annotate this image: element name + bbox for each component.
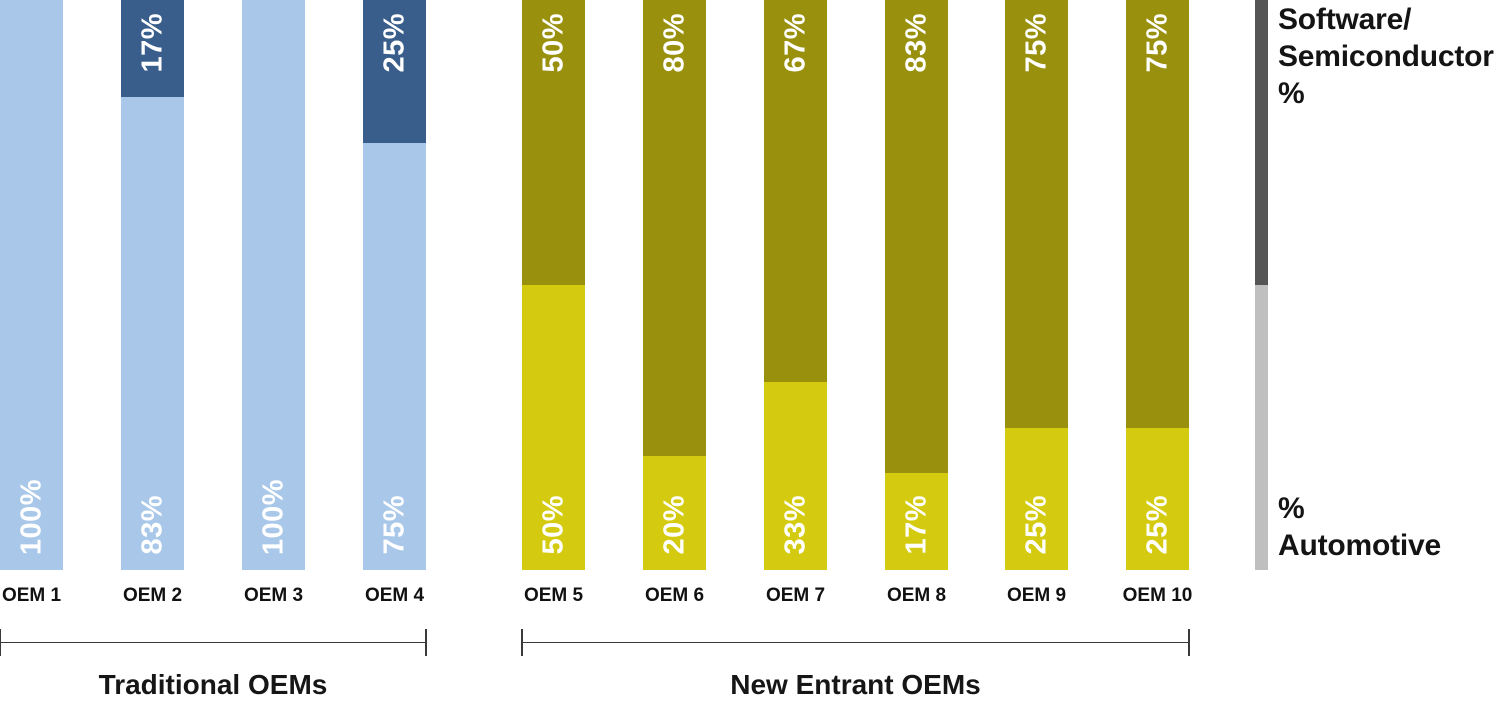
- bar-value-label-top-oem-9: 75%: [1020, 13, 1052, 73]
- category-label-oem-6: OEM 6: [644, 585, 705, 606]
- legend-label-line: Semiconductor: [1278, 40, 1494, 73]
- bar-segment-automotive-oem-7: [764, 381, 827, 570]
- bar-segment-automotive-oem-1: [0, 0, 63, 570]
- bar-segment-software-oem-5: [522, 0, 585, 285]
- bar-value-label-top-oem-10: 75%: [1141, 13, 1173, 73]
- bar-value-label-top-oem-2: 17%: [136, 13, 168, 73]
- category-label-oem-5: OEM 5: [523, 585, 584, 606]
- bar-value-label-bottom-oem-8: 17%: [900, 495, 932, 555]
- bar-value-label-top-oem-8: 83%: [900, 13, 932, 73]
- bar-column-oem-1: 100%: [0, 0, 63, 570]
- legend-label-line: %: [1278, 77, 1305, 110]
- bar-column-oem-6: 80% 20%: [643, 0, 706, 570]
- bar-value-label-bottom-oem-3: 100%: [257, 478, 289, 555]
- bar-segment-automotive-oem-5: [522, 285, 585, 570]
- bar-column-oem-5: 50% 50%: [522, 0, 585, 570]
- bar-segment-automotive-oem-2: [121, 96, 184, 570]
- bar-segment-automotive-oem-8: [885, 473, 948, 570]
- bracket-tick-left-new-entrant-oems: [521, 629, 523, 656]
- bar-segment-software-oem-10: [1126, 0, 1189, 428]
- bracket-tick-right-new-entrant-oems: [1188, 629, 1190, 656]
- legend-label-software-semiconductor: Software/ Semiconductor %: [1278, 1, 1494, 112]
- legend-label-line: Software/: [1278, 3, 1412, 36]
- bracket-tick-left-traditional-oems: [0, 629, 1, 656]
- bar-value-label-top-oem-7: 67%: [779, 13, 811, 73]
- category-label-oem-4: OEM 4: [364, 585, 425, 606]
- bar-segment-software-oem-9: [1005, 0, 1068, 428]
- category-label-oem-1: OEM 1: [1, 585, 62, 606]
- category-label-oem-2: OEM 2: [122, 585, 183, 606]
- bar-value-label-bottom-oem-9: 25%: [1020, 495, 1052, 555]
- category-label-oem-10: OEM 10: [1122, 585, 1193, 606]
- bracket-line-traditional-oems: [0, 642, 426, 643]
- bar-segment-automotive-oem-10: [1126, 427, 1189, 570]
- category-label-oem-8: OEM 8: [886, 585, 947, 606]
- legend-label-automotive: % Automotive: [1278, 490, 1441, 564]
- bar-segment-automotive-oem-6: [643, 456, 706, 570]
- bar-value-label-bottom-oem-7: 33%: [779, 495, 811, 555]
- bar-segment-software-oem-2: [121, 0, 184, 97]
- group-label-traditional-oems: Traditional OEMs: [98, 669, 328, 700]
- bracket-tick-right-traditional-oems: [425, 629, 427, 656]
- legend-swatch-automotive: [1255, 285, 1268, 570]
- bar-value-label-bottom-oem-4: 75%: [378, 495, 410, 555]
- bar-segment-software-oem-8: [885, 0, 948, 474]
- bar-segment-software-oem-4: [363, 0, 426, 143]
- bar-value-label-bottom-oem-2: 83%: [136, 495, 168, 555]
- category-label-oem-9: OEM 9: [1006, 585, 1067, 606]
- legend-label-line: %: [1278, 492, 1305, 525]
- bar-column-oem-2: 17% 83%: [121, 0, 184, 570]
- bar-value-label-bottom-oem-10: 25%: [1141, 495, 1173, 555]
- bar-value-label-top-oem-4: 25%: [378, 13, 410, 73]
- bar-segment-automotive-oem-4: [363, 142, 426, 570]
- bar-segment-software-oem-6: [643, 0, 706, 456]
- category-label-oem-3: OEM 3: [243, 585, 304, 606]
- bar-segment-automotive-oem-3: [242, 0, 305, 570]
- bar-segment-software-oem-7: [764, 0, 827, 382]
- bar-value-label-bottom-oem-6: 20%: [658, 495, 690, 555]
- bar-segment-automotive-oem-9: [1005, 427, 1068, 570]
- bar-value-label-top-oem-6: 80%: [658, 13, 690, 73]
- bar-column-oem-10: 75% 25%: [1126, 0, 1189, 570]
- bar-column-oem-8: 83% 17%: [885, 0, 948, 570]
- legend-color-bar: [1255, 0, 1268, 570]
- bar-column-oem-7: 67% 33%: [764, 0, 827, 570]
- bar-value-label-bottom-oem-1: 100%: [15, 478, 47, 555]
- bar-value-label-top-oem-5: 50%: [537, 13, 569, 73]
- legend-swatch-software-semiconductor: [1255, 0, 1268, 285]
- category-label-oem-7: OEM 7: [765, 585, 826, 606]
- bracket-line-new-entrant-oems: [522, 642, 1189, 643]
- bar-value-label-bottom-oem-5: 50%: [537, 495, 569, 555]
- legend-label-line: Automotive: [1278, 529, 1442, 562]
- bar-column-oem-4: 25% 75%: [363, 0, 426, 570]
- group-label-new-entrant-oems: New Entrant OEMs: [730, 669, 981, 700]
- bar-column-oem-3: 100%: [242, 0, 305, 570]
- bar-column-oem-9: 75% 25%: [1005, 0, 1068, 570]
